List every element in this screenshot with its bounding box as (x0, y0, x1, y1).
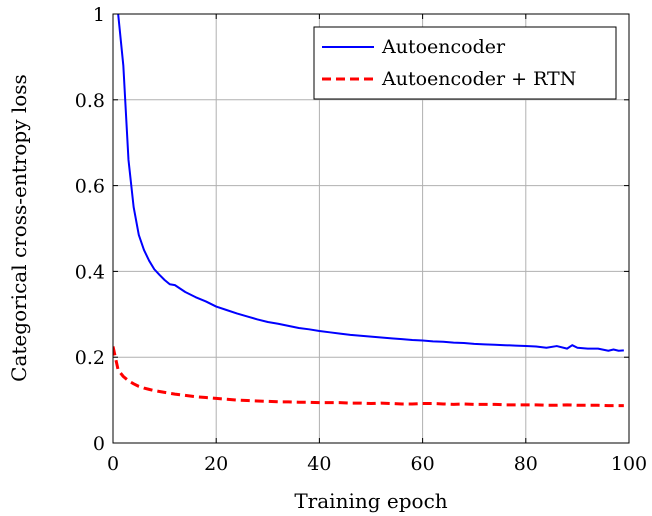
x-tick-label: 80 (514, 453, 538, 475)
series-line-autoencoder (117, 14, 624, 352)
x-tick-label: 0 (107, 453, 119, 475)
x-axis-title: Training epoch (294, 489, 447, 513)
legend-label-autoencoder-rtn: Autoencoder + RTN (381, 68, 576, 90)
y-tick-label: 0.8 (75, 90, 105, 112)
y-tick-label: 0.2 (75, 347, 105, 369)
y-tick-label: 0 (93, 433, 105, 455)
legend-label-autoencoder: Autoencoder (381, 36, 506, 58)
y-tick-label: 1 (93, 4, 105, 26)
x-tick-label: 40 (307, 453, 331, 475)
series-lines (113, 14, 624, 408)
axis-ticks: 0 20 40 60 80 100 0 0.2 0.4 0.6 0.8 1 (75, 4, 647, 475)
y-axis-title: Categorical cross-entropy loss (7, 74, 31, 382)
plot-frame (112, 13, 630, 444)
legend: Autoencoder Autoencoder + RTN (313, 26, 617, 100)
x-tick-label: 100 (611, 453, 647, 475)
legend-box (313, 26, 617, 100)
y-tick-label: 0.4 (75, 261, 105, 283)
x-tick-label: 20 (204, 453, 228, 475)
x-tick-label: 60 (411, 453, 435, 475)
series-line-autoencoder-rtn (113, 346, 624, 408)
y-tick-label: 0.6 (75, 176, 105, 198)
